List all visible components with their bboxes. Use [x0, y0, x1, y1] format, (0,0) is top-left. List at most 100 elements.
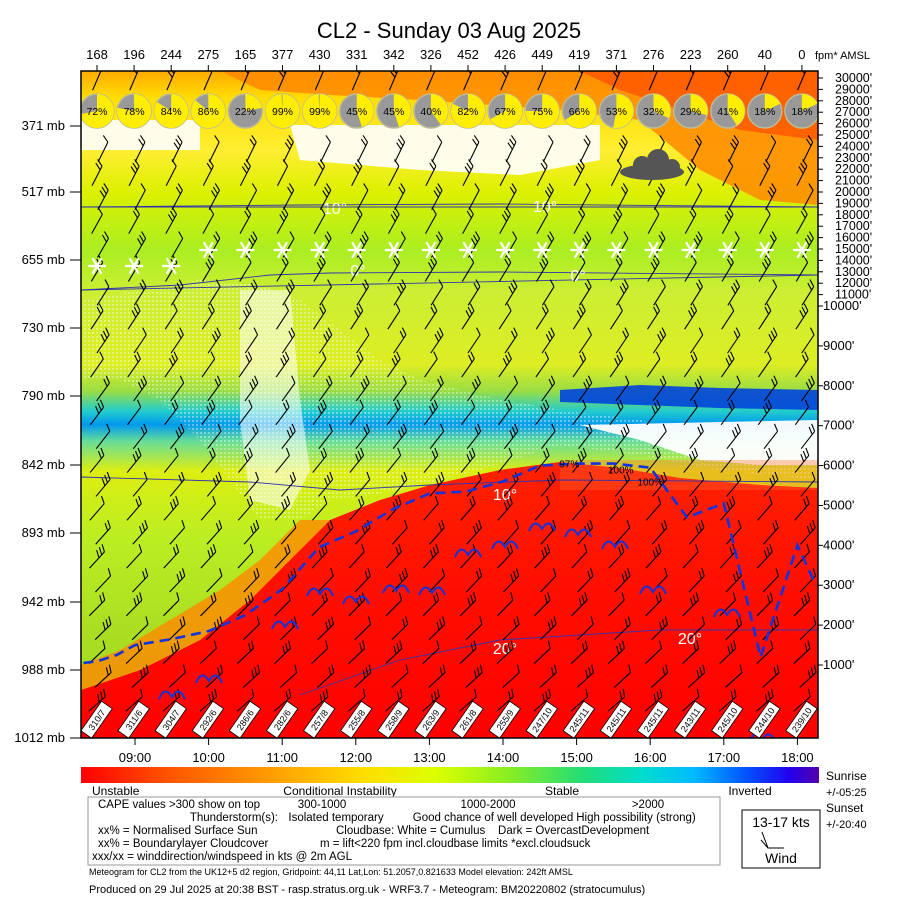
- wind-barb: [170, 375, 185, 402]
- wind-barb-feather: [618, 351, 624, 360]
- wind-barb-feather: [100, 334, 106, 342]
- snowflake-icon: [755, 241, 774, 259]
- wind-barb-feather: [693, 643, 697, 652]
- wind-barb-feather: [479, 616, 483, 625]
- wind-barb-feather: [578, 597, 582, 607]
- wind-barb-feather: [288, 640, 292, 649]
- altitude-tick-label: 23000': [835, 151, 872, 165]
- wind-barb: [96, 279, 110, 306]
- wind-barb-feather: [435, 234, 441, 243]
- wind-barb-feather: [656, 399, 661, 408]
- wind-barb-feather: [804, 351, 809, 360]
- wind-barb-shaft: [133, 334, 147, 354]
- wind-barb-feather: [476, 667, 480, 676]
- wind-barb-feather: [466, 162, 472, 171]
- wind-barb: [128, 159, 140, 187]
- wind-barb-feather: [506, 547, 511, 556]
- wind-barb-feather: [585, 378, 590, 387]
- wind-barb-shaft: [646, 358, 661, 378]
- wind-barb-feather: [292, 519, 297, 528]
- wind-barb: [349, 447, 365, 473]
- legend-unstable: Unstable: [92, 784, 140, 798]
- wind-barb-shaft: [572, 406, 587, 426]
- wind-barb: [163, 592, 180, 617]
- wind-barb-feather: [544, 595, 548, 604]
- wind-barb-feather: [167, 71, 173, 78]
- wind-barb: [207, 327, 221, 354]
- wind-barb-feather: [319, 694, 323, 703]
- wind-barb: [95, 471, 111, 497]
- wind-barb-feather: [620, 544, 625, 553]
- wind-barb-feather: [468, 354, 473, 363]
- wind-barb: [238, 447, 253, 473]
- wind-barb-feather: [508, 286, 514, 294]
- wind-barb-feather: [804, 595, 808, 604]
- wind-barb-feather: [696, 378, 702, 387]
- wind-barb-shaft: [349, 406, 364, 426]
- produced-line: Produced on 29 Jul 2025 at 20:38 BST - r…: [89, 884, 645, 896]
- wind-barb: [466, 519, 482, 545]
- wind-barb: [570, 688, 589, 712]
- wind-barb: [274, 592, 291, 617]
- wind-barb-feather: [173, 142, 179, 150]
- wind-barb-feather: [624, 571, 628, 580]
- sun-percent-label: 41%: [717, 106, 738, 118]
- wind-barb-feather: [173, 643, 177, 652]
- wind-barb-feather: [398, 592, 403, 601]
- wind-barb-shaft: [131, 623, 149, 641]
- wind-barb-feather: [694, 381, 699, 390]
- wind-label-box: [562, 700, 596, 738]
- wind-barb: [394, 183, 406, 210]
- wind-barb: [758, 207, 771, 234]
- wind-barb-shaft: [134, 190, 146, 210]
- wind-barb: [314, 71, 325, 91]
- wind-barb-shaft: [163, 455, 179, 473]
- pressure-tick-label: 655 mb: [22, 252, 65, 267]
- wind-barb-feather: [249, 138, 255, 147]
- wind-barb: [653, 279, 666, 306]
- pressure-tick-label: 790 mb: [22, 388, 65, 403]
- wind-barb-shaft: [682, 551, 699, 569]
- wind-barb-shaft: [466, 479, 482, 497]
- wind-barb-feather: [730, 351, 735, 360]
- wind-barb-feather: [622, 135, 628, 143]
- wind-barb-feather: [175, 544, 180, 553]
- wind-barb-shaft: [726, 382, 741, 402]
- sun-disc-fill: [393, 94, 411, 128]
- wind-barb: [652, 471, 668, 497]
- legend-cloudbase-line: Cloudbase: White = Cumulus Dark = Overca…: [336, 825, 650, 837]
- wind-barb-feather: [394, 402, 399, 411]
- wind-barb-shaft: [540, 575, 557, 593]
- wind-barb-feather: [770, 135, 777, 143]
- pressure-tick-label: 730 mb: [22, 320, 65, 335]
- wind-barb: [613, 664, 632, 688]
- wind-barb: [577, 471, 593, 497]
- wind-barb-feather: [436, 688, 440, 697]
- wind-barb-feather: [392, 258, 398, 267]
- wind-barb-feather: [287, 544, 291, 553]
- wind-barb-shaft: [645, 648, 662, 664]
- wind-barb-feather: [440, 423, 445, 432]
- cape-value: 371: [606, 47, 628, 62]
- wind-barb-feather: [727, 645, 731, 655]
- altitude-tick-label: 14000': [835, 253, 872, 267]
- wind-barb: [536, 159, 548, 187]
- wind-barb-feather: [539, 262, 545, 270]
- wind-barb-feather: [284, 303, 289, 312]
- snowflake-arm: [573, 241, 585, 259]
- wind-barb-feather: [701, 568, 705, 577]
- wind-barb-feather: [170, 645, 174, 655]
- wind-barb-feather: [130, 166, 136, 174]
- wind-barb-shaft: [536, 214, 549, 234]
- wind-barb-feather: [398, 544, 402, 553]
- wind-barb: [422, 592, 440, 617]
- wind-barb: [460, 399, 476, 426]
- wind-barb-feather: [576, 310, 582, 318]
- wind-barb-feather: [580, 207, 586, 215]
- wind-barb-feather: [803, 303, 809, 312]
- wind-barb-feather: [217, 667, 221, 676]
- wind-barb-feather: [211, 691, 215, 700]
- wind-barb-feather: [472, 138, 478, 147]
- wind-barb-feather: [132, 162, 138, 171]
- wind-barb-feather: [510, 282, 516, 291]
